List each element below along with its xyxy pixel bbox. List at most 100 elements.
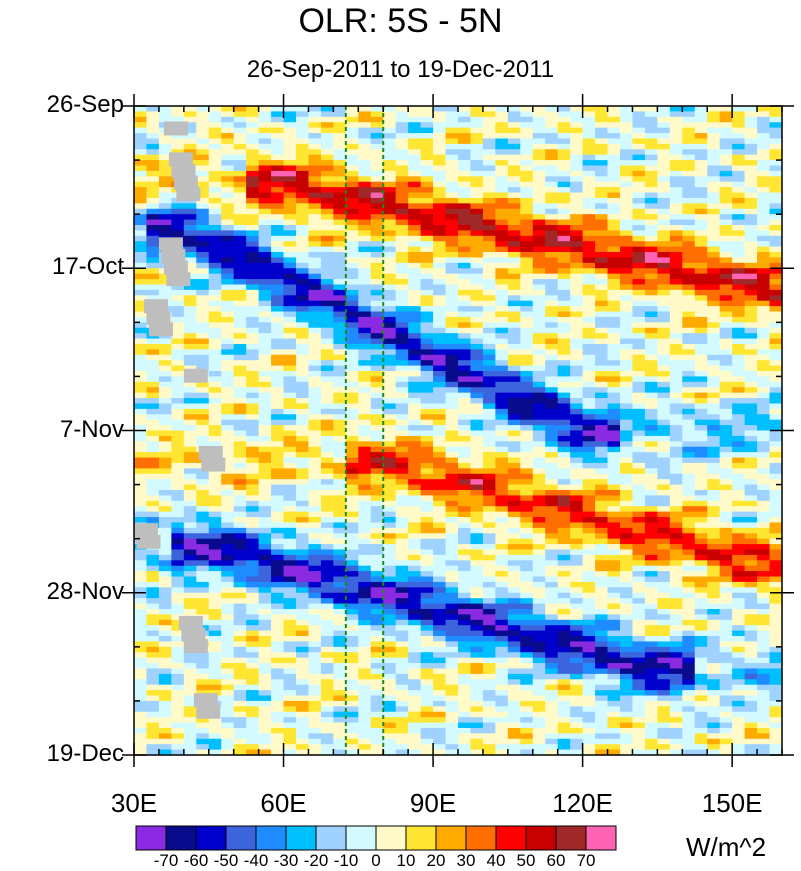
field-cell [570, 170, 584, 177]
field-cell [196, 592, 210, 599]
field-cell [208, 560, 222, 567]
field-cell [383, 506, 397, 513]
field-cell [532, 371, 546, 378]
field-cell [333, 727, 347, 734]
field-cell [470, 533, 484, 540]
field-cell [495, 160, 509, 167]
field-cell [233, 333, 247, 340]
field-cell [644, 289, 658, 296]
field-cell [171, 630, 185, 637]
field-cell [632, 581, 646, 588]
field-cell [632, 527, 646, 534]
field-cell [258, 652, 272, 659]
field-cell [171, 403, 185, 410]
field-cell [595, 246, 609, 253]
field-cell [208, 441, 222, 448]
field-cell [420, 619, 434, 626]
field-cell [158, 279, 172, 286]
field-cell [420, 511, 434, 518]
field-cell [208, 636, 222, 643]
field-cell [495, 214, 509, 221]
field-cell [620, 489, 634, 496]
field-cell [458, 479, 472, 486]
field-cell [582, 727, 596, 734]
field-cell [595, 554, 609, 561]
field-cell [233, 679, 247, 686]
field-cell [296, 641, 310, 648]
field-cell [196, 717, 210, 724]
field-cell [595, 116, 609, 123]
field-cell [632, 452, 646, 459]
field-cell [258, 143, 272, 150]
field-cell [644, 295, 658, 302]
field-cell [507, 235, 521, 242]
field-cell [644, 268, 658, 275]
field-cell [495, 262, 509, 269]
field-cell [233, 349, 247, 356]
field-cell [358, 663, 372, 670]
field-cell [221, 414, 235, 421]
field-cell [433, 208, 447, 215]
field-cell [507, 668, 521, 675]
field-cell [158, 663, 172, 670]
field-cell [158, 706, 172, 713]
field-cell [233, 192, 247, 199]
field-cell [158, 116, 172, 123]
field-cell [482, 214, 496, 221]
field-cell [582, 457, 596, 464]
field-cell [582, 554, 596, 561]
field-cell [458, 116, 472, 123]
field-cell [258, 581, 272, 588]
field-cell [158, 722, 172, 729]
field-cell [221, 554, 235, 561]
field-cell [520, 262, 534, 269]
field-cell [557, 706, 571, 713]
field-cell [320, 495, 334, 502]
field-cell [283, 581, 297, 588]
field-cell [208, 127, 222, 134]
field-cell [433, 527, 447, 534]
field-cell [495, 203, 509, 210]
field-cell [333, 473, 347, 480]
field-cell [545, 403, 559, 410]
field-cell [308, 376, 322, 383]
field-cell [470, 398, 484, 405]
field-cell [482, 192, 496, 199]
field-cell [470, 138, 484, 145]
field-cell [520, 462, 534, 469]
field-cell [620, 235, 634, 242]
field-cell [532, 224, 546, 231]
field-cell [445, 614, 459, 621]
field-cell [196, 587, 210, 594]
field-cell [507, 246, 521, 253]
field-cell [333, 235, 347, 242]
field-cell [183, 592, 197, 599]
field-cell [221, 706, 235, 713]
field-cell [644, 414, 658, 421]
field-cell [458, 284, 472, 291]
field-cell [146, 495, 160, 502]
field-cell [595, 706, 609, 713]
field-cell [345, 727, 359, 734]
field-cell [632, 365, 646, 372]
field-cell [620, 663, 634, 670]
field-cell [458, 176, 472, 183]
field-cell [183, 663, 197, 670]
field-cell [320, 668, 334, 675]
field-cell [358, 246, 372, 253]
field-cell [545, 462, 559, 469]
field-cell [358, 138, 372, 145]
field-cell [570, 306, 584, 313]
field-cell [595, 619, 609, 626]
field-cell [283, 208, 297, 215]
field-cell [383, 235, 397, 242]
field-cell [644, 457, 658, 464]
field-cell [345, 360, 359, 367]
field-cell [183, 262, 197, 269]
field-cell [607, 641, 621, 648]
field-cell [557, 511, 571, 518]
field-cell [370, 722, 384, 729]
field-cell [221, 252, 235, 259]
field-cell [208, 511, 222, 518]
field-cell [221, 127, 235, 134]
